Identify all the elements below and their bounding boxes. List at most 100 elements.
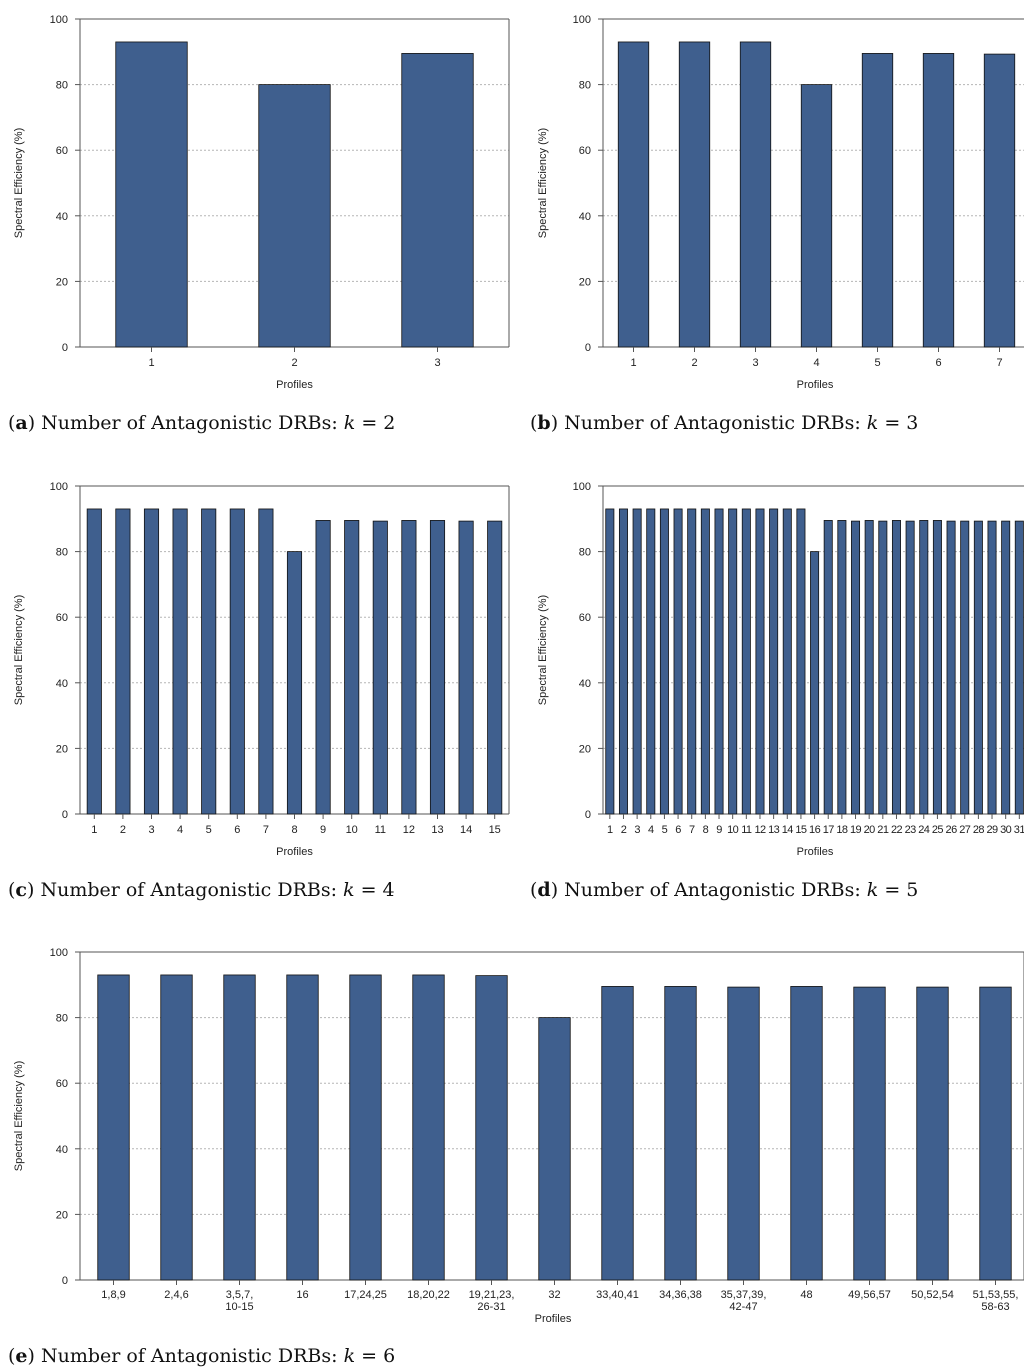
x-tick-label-line: 10 <box>346 824 358 836</box>
bar <box>286 551 303 815</box>
y-tick-label: 40 <box>579 211 591 223</box>
y-tick-label: 0 <box>62 342 68 354</box>
caption-part: ( <box>8 879 15 901</box>
bar <box>601 986 634 1281</box>
x-tick-label: 18 <box>836 824 848 836</box>
x-tick-label-line: 7 <box>689 824 695 836</box>
x-tick-label: 25 <box>932 824 944 836</box>
x-tick-label: 1 <box>630 357 636 369</box>
x-tick-label: 3 <box>148 824 154 836</box>
x-tick-label-line: 6 <box>675 824 681 836</box>
x-tick-label: 15 <box>795 824 807 836</box>
bar <box>429 520 446 815</box>
x-tick-label-line: 11 <box>375 824 386 836</box>
y-tick-label: 80 <box>579 547 591 559</box>
x-tick-label-line: 23 <box>905 824 917 836</box>
bar <box>739 41 772 348</box>
bar <box>837 520 847 815</box>
caption-part: k <box>867 879 879 901</box>
x-tick-label: 8 <box>703 824 709 836</box>
caption-part: ) Number of Antagonistic DRBs: <box>27 879 343 901</box>
x-tick-label-line: 17 <box>823 824 835 836</box>
caption-part: c <box>15 879 27 901</box>
bar <box>905 520 915 815</box>
x-axis-title: Profiles <box>276 379 313 391</box>
x-tick-label-line: 14 <box>460 824 472 836</box>
bar <box>115 41 188 348</box>
x-tick-label-line: 8 <box>291 824 297 836</box>
x-tick-label-line: 29 <box>987 824 999 836</box>
y-axis-title: Spectral Efficiency (%) <box>537 128 549 238</box>
x-tick-label-line: 4 <box>648 824 654 836</box>
caption-part: k <box>343 879 355 901</box>
x-tick-label-line: 3 <box>634 824 640 836</box>
x-tick-label-line: 13 <box>768 824 780 836</box>
bar <box>115 508 131 815</box>
x-tick-label: 51,53,55, 58-63 <box>973 1289 1019 1313</box>
y-tick-label: 0 <box>585 342 591 354</box>
x-tick-label-line: 7 <box>996 357 1002 369</box>
x-tick-label-line: 12 <box>754 824 766 836</box>
x-tick-label-line: 17,24,25 <box>344 1289 387 1301</box>
x-tick-label-line: 4 <box>177 824 183 836</box>
bar <box>864 520 874 815</box>
x-tick-label: 15 <box>489 824 501 836</box>
x-tick-label-line: 15 <box>795 824 807 836</box>
x-tick-label: 4 <box>648 824 654 836</box>
x-tick-label: 10 <box>727 824 739 836</box>
y-tick-label: 100 <box>50 947 68 959</box>
x-axis-title: Profiles <box>797 379 834 391</box>
x-tick-label: 17 <box>823 824 835 836</box>
y-tick-label: 20 <box>56 276 68 288</box>
y-tick-label: 40 <box>56 678 68 690</box>
x-tick-label: 12 <box>403 824 415 836</box>
x-tick-label-line: 12 <box>403 824 415 836</box>
x-tick-label: 13 <box>768 824 780 836</box>
x-tick-label: 30 <box>1000 824 1012 836</box>
x-tick-label: 6 <box>234 824 240 836</box>
panel-caption: (a) Number of Antagonistic DRBs: k = 2 <box>8 412 395 434</box>
x-tick-label-line: 1 <box>630 357 636 369</box>
bar <box>664 986 697 1281</box>
x-tick-label: 2 <box>291 357 297 369</box>
bar <box>946 520 956 815</box>
panel-caption: (d) Number of Antagonistic DRBs: k = 5 <box>530 879 918 901</box>
x-tick-label-line: 9 <box>320 824 326 836</box>
y-tick-label: 20 <box>579 743 591 755</box>
x-tick-label: 7 <box>263 824 269 836</box>
x-tick-label: 6 <box>675 824 681 836</box>
x-tick-label-line: 10 <box>727 824 739 836</box>
x-tick-label: 4 <box>813 357 819 369</box>
x-tick-label-line: 6 <box>935 357 941 369</box>
y-tick-label: 40 <box>579 678 591 690</box>
x-tick-label-line: 42-47 <box>729 1301 757 1313</box>
y-axis-title: Spectral Efficiency (%) <box>537 595 549 705</box>
y-tick-label: 60 <box>56 145 68 157</box>
y-tick-label: 80 <box>56 80 68 92</box>
x-tick-label-line: 51,53,55, <box>973 1289 1019 1301</box>
x-tick-label-line: 8 <box>703 824 709 836</box>
x-tick-label-line: 30 <box>1000 824 1012 836</box>
bar <box>678 41 711 348</box>
bar <box>258 84 331 348</box>
x-tick-label-line: 22 <box>891 824 903 836</box>
x-tick-label: 48 <box>800 1289 812 1301</box>
bar <box>800 84 833 348</box>
x-tick-label: 18,20,22 <box>407 1289 450 1301</box>
bar <box>755 508 765 815</box>
x-tick-label-line: 5 <box>206 824 212 836</box>
bar <box>86 508 102 815</box>
y-tick-label: 40 <box>56 211 68 223</box>
bar <box>475 975 508 1281</box>
x-tick-label-line: 5 <box>662 824 668 836</box>
y-tick-label: 60 <box>579 145 591 157</box>
x-tick-label: 1 <box>148 357 154 369</box>
bar <box>401 520 417 815</box>
x-tick-label: 1 <box>91 824 97 836</box>
x-tick-label: 50,52,54 <box>911 1289 954 1301</box>
x-tick-label: 3,5,7, 10-15 <box>225 1289 253 1313</box>
x-tick-label-line: 3 <box>434 357 440 369</box>
bar <box>143 508 160 815</box>
y-tick-label: 0 <box>62 809 68 821</box>
x-tick-label: 13 <box>431 824 443 836</box>
